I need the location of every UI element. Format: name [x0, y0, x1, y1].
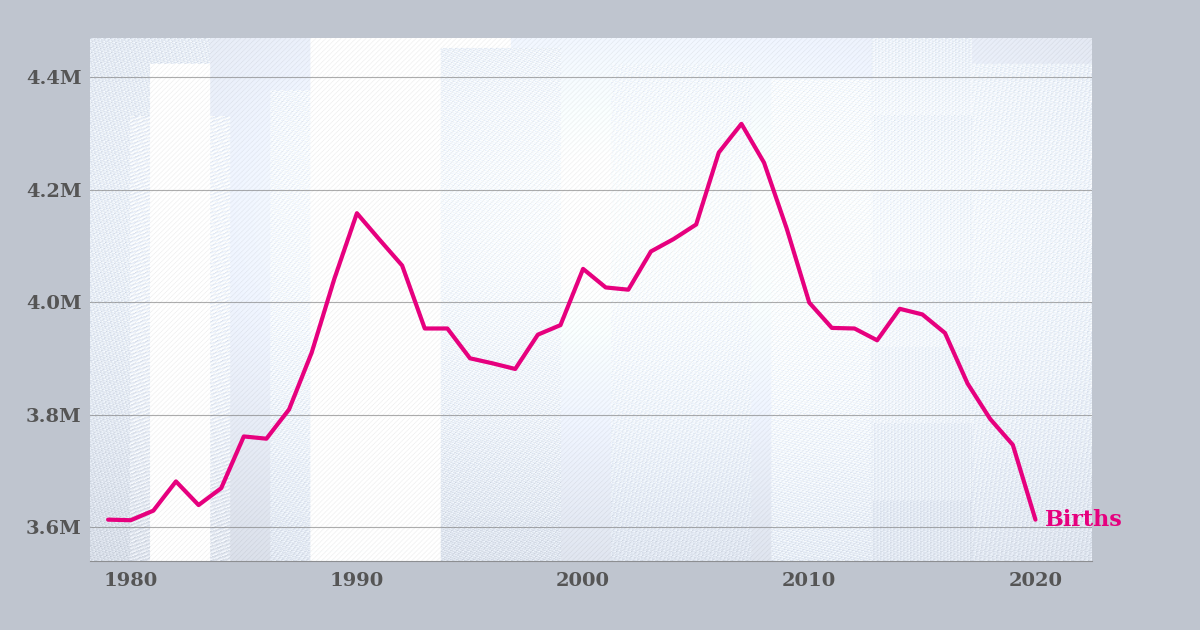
Text: Births: Births	[1044, 508, 1122, 530]
